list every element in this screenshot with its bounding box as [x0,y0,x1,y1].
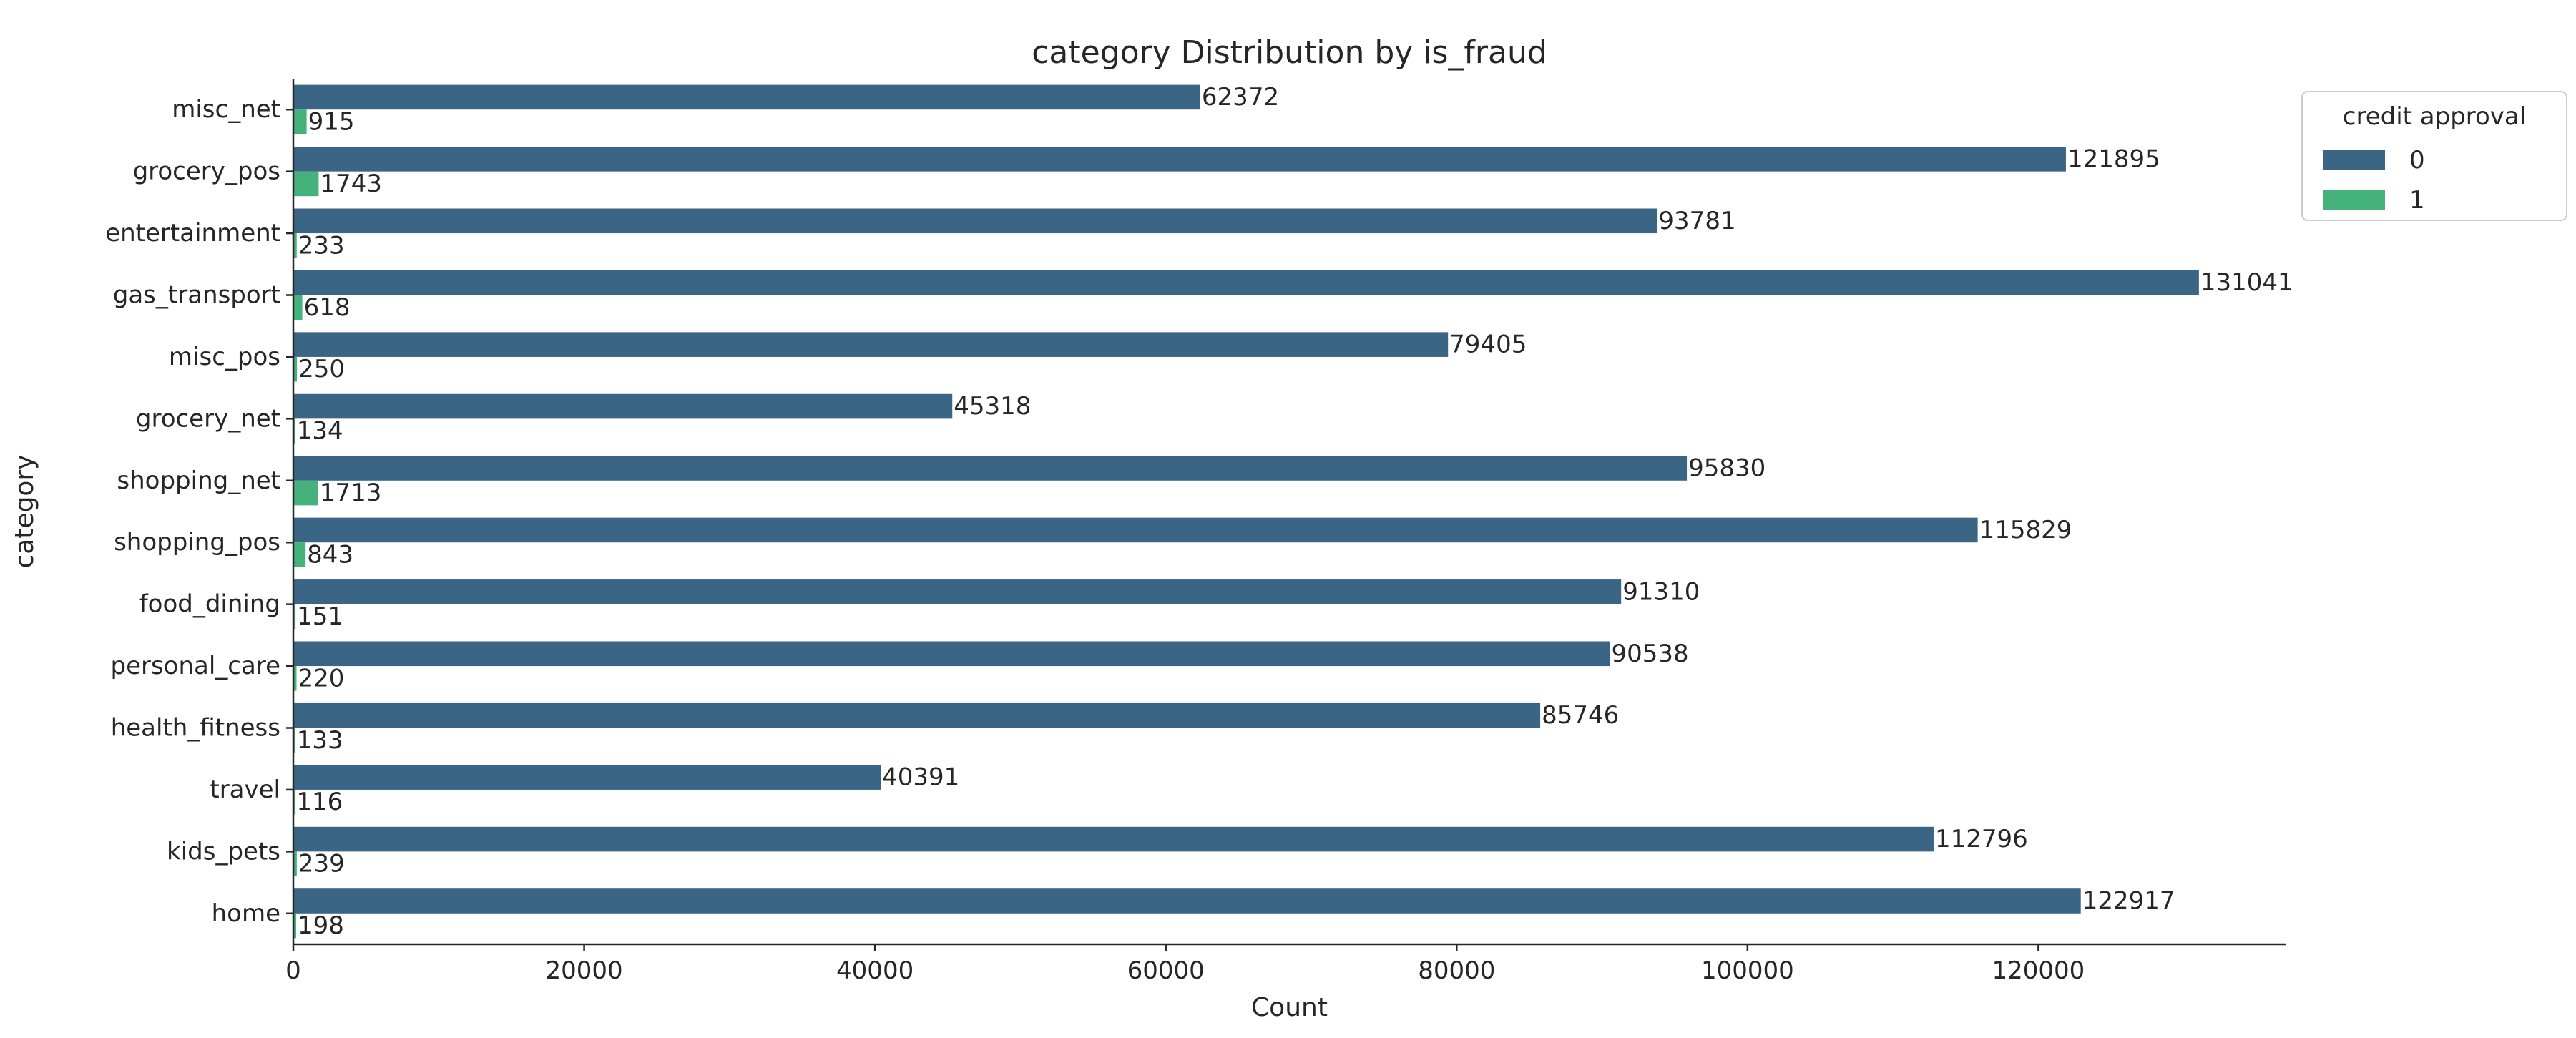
bar-label-shopping_net-series-1: 1713 [320,479,382,507]
bar-grocery_pos-series-0 [293,147,2066,172]
bar-label-home-series-0: 122917 [2082,887,2175,916]
bar-misc_net-series-1 [293,109,307,134]
bar-label-grocery_pos-series-1: 1743 [320,170,382,198]
x-axis-label: Count [1251,993,1328,1022]
legend-label-1: 1 [2409,186,2425,215]
bar-gas_transport-series-0 [293,270,2199,295]
legend: credit approval 0 1 [2301,91,2567,221]
bar-shopping_net-series-0 [293,456,1688,481]
bar-label-personal_care-series-0: 90538 [1611,640,1688,668]
x-tick-label-60000: 60000 [1127,956,1205,985]
x-tick-label-20000: 20000 [545,956,622,985]
y-tick-label-misc_net: misc_net [172,95,280,124]
legend-label-0: 0 [2409,146,2425,175]
y-axis-label: category [10,454,39,568]
bar-misc_net-series-0 [293,84,1200,110]
bar-food_dining-series-1 [293,604,296,630]
bar-kids_pets-series-0 [293,826,1934,852]
bar-food_dining-series-0 [293,579,1622,604]
y-axis: misc_net grocery_pos entertainment gas_tran… [105,79,295,944]
chart-title: category Distribution by is_fraud [1032,34,1547,71]
bar-label-kids_pets-series-0: 112796 [1935,825,2028,853]
bar-misc_pos-series-0 [293,332,1449,357]
bar-gas_transport-series-1 [293,295,303,320]
legend-title: credit approval [2343,102,2526,131]
bar-entertainment-series-1 [293,233,297,258]
bar-home-series-1 [293,913,297,939]
bar-shopping_net-series-1 [293,480,318,506]
bar-label-misc_net-series-0: 62372 [1202,83,1279,112]
bar-label-grocery_net-series-0: 45318 [954,392,1031,421]
legend-swatch-0 [2323,150,2385,170]
bar-label-health_fitness-series-0: 85746 [1542,701,1619,730]
y-tick-label-gas_transport: gas_transport [113,281,280,310]
bar-label-food_dining-series-0: 91310 [1622,577,1700,606]
x-tick-label-40000: 40000 [836,956,914,985]
x-tick-label-80000: 80000 [1418,956,1495,985]
bar-label-food_dining-series-1: 151 [297,602,343,631]
x-tick-label-100000: 100000 [1701,956,1794,985]
bar-label-entertainment-series-0: 93781 [1658,207,1735,235]
bar-label-travel-series-1: 116 [296,788,343,816]
y-tick-label-personal_care: personal_care [110,652,280,680]
bar-entertainment-series-0 [293,208,1657,234]
bar-misc_pos-series-1 [293,356,298,382]
bar-shopping_pos-series-0 [293,517,1978,543]
bar-kids_pets-series-1 [293,851,297,876]
x-tick-label-120000: 120000 [1992,956,2085,985]
legend-swatch-1 [2323,190,2385,210]
bar-health_fitness-series-0 [293,702,1541,728]
bar-label-gas_transport-series-0: 131041 [2200,268,2293,297]
y-tick-label-entertainment: entertainment [105,219,280,248]
y-tick-label-grocery_pos: grocery_pos [133,157,280,186]
y-tick-label-health_fitness: health_fitness [111,714,280,743]
y-tick-label-shopping_net: shopping_net [117,466,280,495]
legend-frame [2301,91,2567,221]
bar-shopping_pos-series-1 [293,542,306,567]
bar-label-home-series-1: 198 [298,911,344,940]
bar-label-grocery_pos-series-0: 121895 [2067,145,2160,173]
y-tick-label-grocery_net: grocery_net [136,404,280,433]
plot-area: 62372 915 121895 1743 93781 233 131041 618 79405… [293,83,2293,940]
bar-label-shopping_pos-series-1: 843 [307,541,353,569]
y-tick-label-kids_pets: kids_pets [167,837,280,866]
bar-label-misc_net-series-1: 915 [308,108,355,137]
bar-grocery_net-series-0 [293,393,953,419]
bar-label-shopping_pos-series-0: 115829 [1979,516,2072,544]
x-axis: 0 20000 40000 60000 80000 100000 120000 [285,943,2286,985]
bar-label-travel-series-0: 40391 [882,763,959,792]
bar-label-entertainment-series-1: 233 [298,231,345,260]
bar-label-kids_pets-series-1: 239 [298,850,345,878]
bar-grocery_net-series-1 [293,418,295,444]
bar-label-gas_transport-series-1: 618 [304,293,351,322]
bar-grocery_pos-series-1 [293,171,319,197]
bar-label-personal_care-series-1: 220 [298,664,344,692]
bar-label-misc_pos-series-1: 250 [298,355,345,383]
bar-personal_care-series-0 [293,641,1610,667]
bar-label-grocery_net-series-1: 134 [297,417,343,446]
bar-label-shopping_net-series-0: 95830 [1688,454,1766,483]
bar-travel-series-0 [293,765,881,790]
bar-label-health_fitness-series-1: 133 [297,726,343,755]
bar-personal_care-series-1 [293,666,297,691]
y-tick-label-food_dining: food_dining [139,590,280,619]
bar-health_fitness-series-1 [293,728,295,753]
y-tick-label-misc_pos: misc_pos [169,343,280,371]
bar-home-series-0 [293,888,2081,914]
y-tick-label-shopping_pos: shopping_pos [114,528,280,557]
y-tick-label-travel: travel [210,775,280,804]
bar-label-misc_pos-series-0: 79405 [1449,331,1527,359]
y-tick-label-home: home [212,899,280,928]
x-tick-label-0: 0 [285,956,301,985]
